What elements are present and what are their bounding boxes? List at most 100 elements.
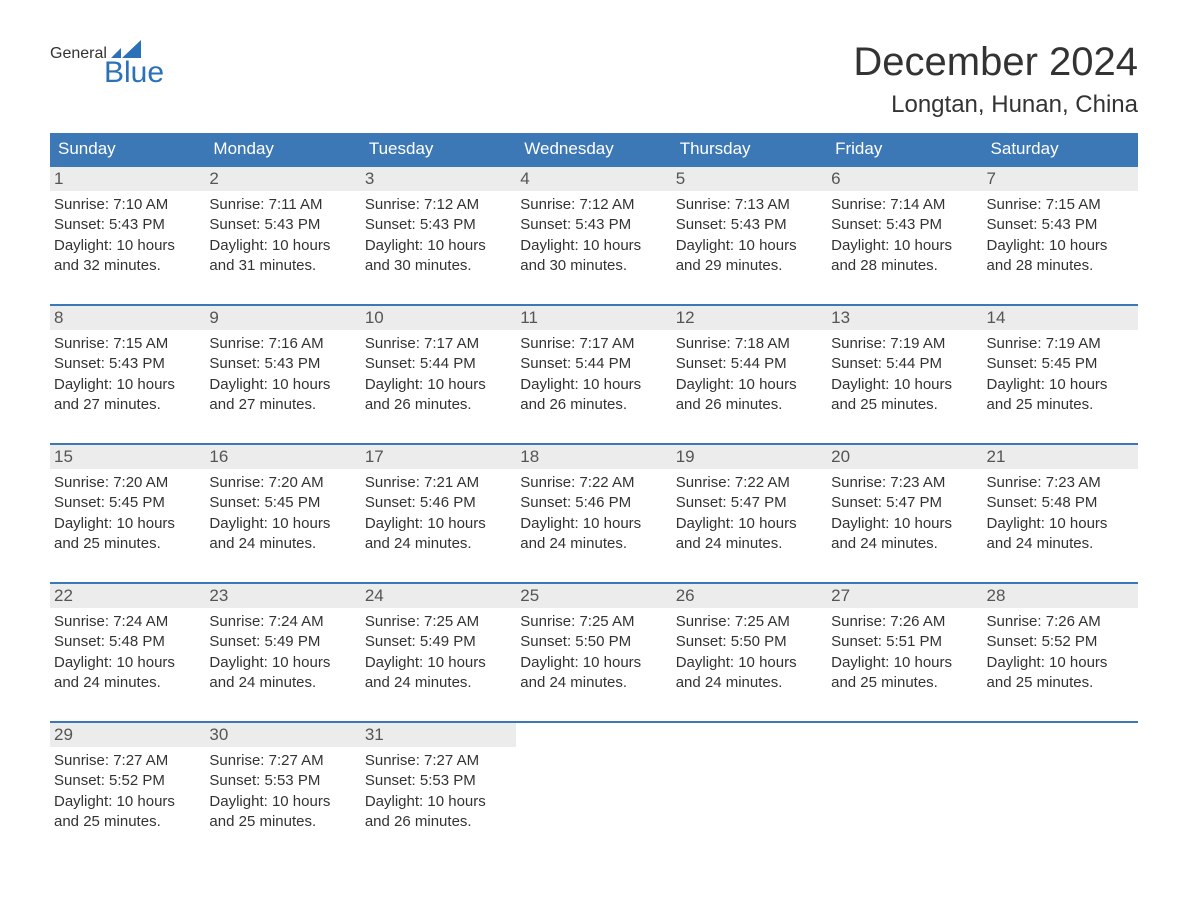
day-body: Sunrise: 7:10 AMSunset: 5:43 PMDaylight:… — [50, 191, 205, 290]
sunset-line: Sunset: 5:53 PM — [365, 771, 510, 791]
sunset-line: Sunset: 5:43 PM — [520, 215, 665, 235]
calendar-day: 9Sunrise: 7:16 AMSunset: 5:43 PMDaylight… — [205, 306, 360, 429]
day-body: Sunrise: 7:13 AMSunset: 5:43 PMDaylight:… — [672, 191, 827, 290]
sunset-line: Sunset: 5:45 PM — [209, 493, 354, 513]
daylight-line: Daylight: 10 hours and 24 minutes. — [676, 653, 821, 694]
day-body: Sunrise: 7:27 AMSunset: 5:53 PMDaylight:… — [361, 747, 516, 846]
calendar-day: 16Sunrise: 7:20 AMSunset: 5:45 PMDayligh… — [205, 445, 360, 568]
calendar-day: 12Sunrise: 7:18 AMSunset: 5:44 PMDayligh… — [672, 306, 827, 429]
sunset-line: Sunset: 5:47 PM — [831, 493, 976, 513]
day-body: Sunrise: 7:19 AMSunset: 5:45 PMDaylight:… — [983, 330, 1138, 429]
daylight-line: Daylight: 10 hours and 24 minutes. — [365, 514, 510, 555]
logo-blue-text: Blue — [104, 58, 164, 88]
day-number: 12 — [672, 306, 827, 330]
sunrise-line: Sunrise: 7:23 AM — [987, 473, 1132, 493]
day-of-week-header: SundayMondayTuesdayWednesdayThursdayFrid… — [50, 133, 1138, 165]
day-body: Sunrise: 7:11 AMSunset: 5:43 PMDaylight:… — [205, 191, 360, 290]
calendar-day: 17Sunrise: 7:21 AMSunset: 5:46 PMDayligh… — [361, 445, 516, 568]
calendar-day — [516, 723, 671, 846]
day-body: Sunrise: 7:21 AMSunset: 5:46 PMDaylight:… — [361, 469, 516, 568]
sunrise-line: Sunrise: 7:26 AM — [987, 612, 1132, 632]
sunrise-line: Sunrise: 7:27 AM — [54, 751, 199, 771]
day-body: Sunrise: 7:18 AMSunset: 5:44 PMDaylight:… — [672, 330, 827, 429]
day-body: Sunrise: 7:27 AMSunset: 5:52 PMDaylight:… — [50, 747, 205, 846]
daylight-line: Daylight: 10 hours and 24 minutes. — [676, 514, 821, 555]
sunset-line: Sunset: 5:53 PM — [209, 771, 354, 791]
dow-tuesday: Tuesday — [361, 133, 516, 165]
sunrise-line: Sunrise: 7:14 AM — [831, 195, 976, 215]
week-row: 8Sunrise: 7:15 AMSunset: 5:43 PMDaylight… — [50, 304, 1138, 429]
day-number: 9 — [205, 306, 360, 330]
calendar-day — [983, 723, 1138, 846]
day-body: Sunrise: 7:19 AMSunset: 5:44 PMDaylight:… — [827, 330, 982, 429]
sunrise-line: Sunrise: 7:13 AM — [676, 195, 821, 215]
sunrise-line: Sunrise: 7:19 AM — [987, 334, 1132, 354]
sunrise-line: Sunrise: 7:10 AM — [54, 195, 199, 215]
day-body: Sunrise: 7:24 AMSunset: 5:49 PMDaylight:… — [205, 608, 360, 707]
day-number: 8 — [50, 306, 205, 330]
calendar-day: 14Sunrise: 7:19 AMSunset: 5:45 PMDayligh… — [983, 306, 1138, 429]
page-title: December 2024 — [853, 40, 1138, 85]
daylight-line: Daylight: 10 hours and 24 minutes. — [365, 653, 510, 694]
daylight-line: Daylight: 10 hours and 24 minutes. — [209, 653, 354, 694]
calendar-day: 26Sunrise: 7:25 AMSunset: 5:50 PMDayligh… — [672, 584, 827, 707]
week-row: 22Sunrise: 7:24 AMSunset: 5:48 PMDayligh… — [50, 582, 1138, 707]
day-number: 16 — [205, 445, 360, 469]
sunrise-line: Sunrise: 7:22 AM — [520, 473, 665, 493]
day-body: Sunrise: 7:17 AMSunset: 5:44 PMDaylight:… — [361, 330, 516, 429]
sunrise-line: Sunrise: 7:18 AM — [676, 334, 821, 354]
calendar-day: 20Sunrise: 7:23 AMSunset: 5:47 PMDayligh… — [827, 445, 982, 568]
sunrise-line: Sunrise: 7:16 AM — [209, 334, 354, 354]
sunrise-line: Sunrise: 7:27 AM — [209, 751, 354, 771]
daylight-line: Daylight: 10 hours and 30 minutes. — [520, 236, 665, 277]
day-body: Sunrise: 7:27 AMSunset: 5:53 PMDaylight:… — [205, 747, 360, 846]
calendar-day: 28Sunrise: 7:26 AMSunset: 5:52 PMDayligh… — [983, 584, 1138, 707]
daylight-line: Daylight: 10 hours and 25 minutes. — [54, 514, 199, 555]
calendar-day: 5Sunrise: 7:13 AMSunset: 5:43 PMDaylight… — [672, 167, 827, 290]
day-number: 4 — [516, 167, 671, 191]
sunset-line: Sunset: 5:44 PM — [365, 354, 510, 374]
sunrise-line: Sunrise: 7:25 AM — [520, 612, 665, 632]
daylight-line: Daylight: 10 hours and 25 minutes. — [831, 653, 976, 694]
sunset-line: Sunset: 5:49 PM — [365, 632, 510, 652]
day-number: 11 — [516, 306, 671, 330]
day-body: Sunrise: 7:20 AMSunset: 5:45 PMDaylight:… — [205, 469, 360, 568]
sunset-line: Sunset: 5:44 PM — [831, 354, 976, 374]
sunset-line: Sunset: 5:49 PM — [209, 632, 354, 652]
calendar-day: 29Sunrise: 7:27 AMSunset: 5:52 PMDayligh… — [50, 723, 205, 846]
day-body: Sunrise: 7:14 AMSunset: 5:43 PMDaylight:… — [827, 191, 982, 290]
calendar-day: 13Sunrise: 7:19 AMSunset: 5:44 PMDayligh… — [827, 306, 982, 429]
dow-sunday: Sunday — [50, 133, 205, 165]
daylight-line: Daylight: 10 hours and 28 minutes. — [987, 236, 1132, 277]
day-number: 24 — [361, 584, 516, 608]
day-body: Sunrise: 7:17 AMSunset: 5:44 PMDaylight:… — [516, 330, 671, 429]
day-body: Sunrise: 7:12 AMSunset: 5:43 PMDaylight:… — [361, 191, 516, 290]
calendar-day: 19Sunrise: 7:22 AMSunset: 5:47 PMDayligh… — [672, 445, 827, 568]
calendar-day: 25Sunrise: 7:25 AMSunset: 5:50 PMDayligh… — [516, 584, 671, 707]
calendar-day: 18Sunrise: 7:22 AMSunset: 5:46 PMDayligh… — [516, 445, 671, 568]
sunrise-line: Sunrise: 7:24 AM — [209, 612, 354, 632]
daylight-line: Daylight: 10 hours and 26 minutes. — [365, 792, 510, 833]
calendar-day: 31Sunrise: 7:27 AMSunset: 5:53 PMDayligh… — [361, 723, 516, 846]
day-body: Sunrise: 7:26 AMSunset: 5:52 PMDaylight:… — [983, 608, 1138, 707]
sunrise-line: Sunrise: 7:20 AM — [209, 473, 354, 493]
daylight-line: Daylight: 10 hours and 25 minutes. — [209, 792, 354, 833]
day-number: 18 — [516, 445, 671, 469]
location-text: Longtan, Hunan, China — [853, 91, 1138, 119]
sunrise-line: Sunrise: 7:17 AM — [520, 334, 665, 354]
sunrise-line: Sunrise: 7:19 AM — [831, 334, 976, 354]
sunset-line: Sunset: 5:52 PM — [54, 771, 199, 791]
day-body: Sunrise: 7:22 AMSunset: 5:46 PMDaylight:… — [516, 469, 671, 568]
day-number: 17 — [361, 445, 516, 469]
day-number: 25 — [516, 584, 671, 608]
calendar-day: 6Sunrise: 7:14 AMSunset: 5:43 PMDaylight… — [827, 167, 982, 290]
sunset-line: Sunset: 5:45 PM — [987, 354, 1132, 374]
day-body: Sunrise: 7:25 AMSunset: 5:49 PMDaylight:… — [361, 608, 516, 707]
day-number: 27 — [827, 584, 982, 608]
calendar-body: 1Sunrise: 7:10 AMSunset: 5:43 PMDaylight… — [50, 165, 1138, 846]
daylight-line: Daylight: 10 hours and 26 minutes. — [520, 375, 665, 416]
daylight-line: Daylight: 10 hours and 31 minutes. — [209, 236, 354, 277]
day-number: 22 — [50, 584, 205, 608]
day-number: 28 — [983, 584, 1138, 608]
sunrise-line: Sunrise: 7:24 AM — [54, 612, 199, 632]
